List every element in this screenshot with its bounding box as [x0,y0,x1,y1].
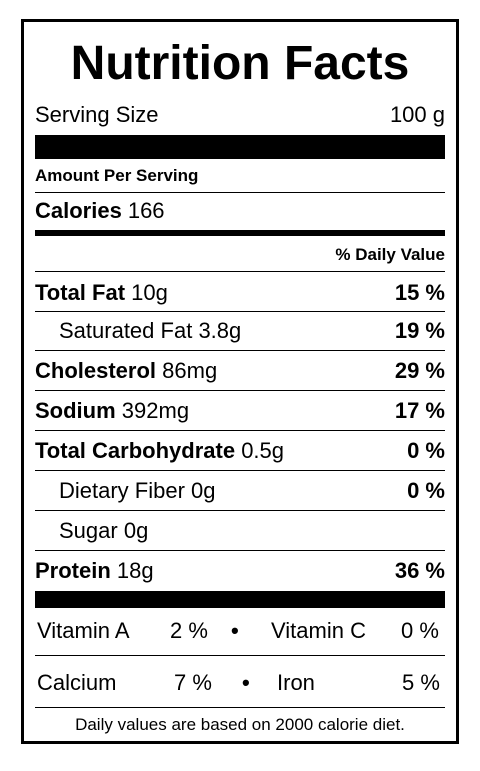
daily-value-header-label: % Daily Value [335,245,445,264]
divider [35,390,445,391]
vitamin-c-label: Vitamin C [271,618,366,643]
nutrient-dv: 15 % [394,280,445,305]
nutrient-row-sodium: Sodium 392mg 17 % [35,392,445,430]
nutrient-row-sugar: Sugar 0g [35,512,445,550]
nutrient-label: Total Carbohydrate [35,438,236,463]
calories-value: 166 [127,198,165,223]
label-title: Nutrition Facts [70,37,410,90]
calories-row: Calories 166 [35,196,445,226]
thick-divider [35,591,445,608]
bullet-separator: • [231,618,239,643]
nutrient-label: Saturated Fat [59,318,193,343]
vitamin-c-value: 0 % [401,618,439,643]
nutrient-row-cholesterol: Cholesterol 86mg 29 % [35,352,445,390]
nutrient-dv: 0 % [407,478,445,503]
nutrient-dv: 19 % [394,318,445,343]
divider [35,311,445,312]
nutrient-amount: 10g [131,280,168,305]
nutrient-dv: 29 % [394,358,445,383]
divider [35,470,445,471]
medium-divider [35,230,445,236]
footnote: Daily values are based on 2000 calorie d… [75,715,405,734]
serving-size-label: Serving Size [35,102,159,127]
nutrient-row-protein: Protein 18g 36 % [35,552,445,590]
divider [35,192,445,193]
nutrient-amount: 392mg [121,398,190,423]
nutrient-label: Cholesterol [35,358,157,383]
nutrient-dv: 36 % [394,558,445,583]
nutrient-dv: 17 % [394,398,445,423]
thick-divider [35,135,445,159]
nutrient-row-saturated-fat: Saturated Fat 3.8g 19 % [35,312,445,350]
nutrient-amount: 0g [191,478,216,503]
divider [35,707,445,708]
nutrient-amount: 0g [123,518,149,543]
nutrition-label: Nutrition Facts Serving Size 100 g Amoun… [21,19,459,744]
amount-per-serving: Amount Per Serving [35,163,445,189]
nutrient-label: Sodium [35,398,116,423]
divider [35,510,445,511]
calories-label: Calories [35,198,122,223]
nutrient-row-total-fat: Total Fat 10g 15 % [35,275,445,311]
daily-value-header: % Daily Value [35,241,445,269]
nutrient-dv: 0 % [407,438,445,463]
serving-size-row: Serving Size 100 g [35,100,445,130]
divider [35,271,445,272]
vitamin-a-value: 2 % [170,618,208,643]
nutrient-row-dietary-fiber: Dietary Fiber 0g 0 % [35,472,445,510]
nutrient-label: Total Fat [35,280,126,305]
vitamin-row-2: Calcium 7 % • Iron 5 % [35,670,445,698]
nutrient-label: Sugar [59,518,118,543]
nutrient-amount: 3.8g [198,318,242,343]
divider [35,430,445,431]
label-body: Nutrition Facts Serving Size 100 g Amoun… [35,22,445,741]
nutrient-row-total-carbohydrate: Total Carbohydrate 0.5g 0 % [35,432,445,470]
divider [35,655,445,656]
serving-size-value: 100 g [389,102,445,127]
iron-value: 5 % [402,670,440,695]
nutrient-label: Protein [35,558,111,583]
bullet-separator: • [242,670,250,695]
divider [35,350,445,351]
amount-per-serving-label: Amount Per Serving [35,166,199,185]
nutrient-label: Dietary Fiber [59,478,185,503]
divider [35,550,445,551]
iron-label: Iron [277,670,315,695]
vitamin-row-1: Vitamin A 2 % • Vitamin C 0 % [35,618,445,646]
nutrient-amount: 18g [116,558,154,583]
nutrient-amount: 0.5g [241,438,285,463]
nutrient-amount: 86mg [162,358,218,383]
calcium-value: 7 % [174,670,212,695]
calcium-label: Calcium [37,670,117,695]
vitamin-a-label: Vitamin A [37,618,130,643]
